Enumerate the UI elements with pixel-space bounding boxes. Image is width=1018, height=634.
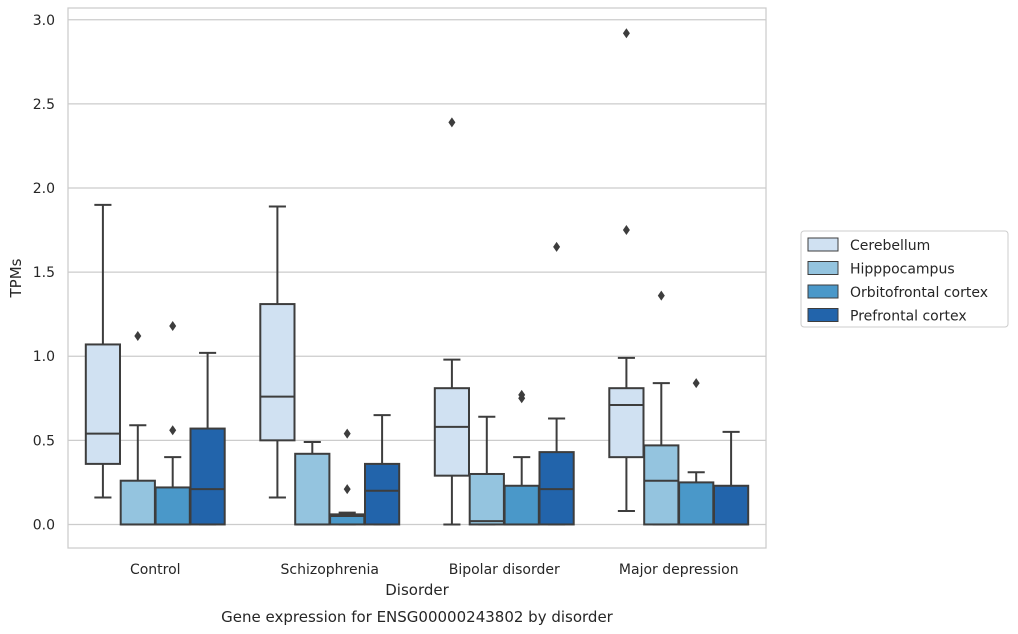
box-cerebellum — [433, 117, 471, 526]
box-body — [189, 427, 226, 526]
box-body — [433, 387, 471, 477]
box-cerebellum — [84, 203, 122, 499]
outlier-point — [518, 389, 526, 400]
box-orbitofrontal-cortex — [678, 378, 715, 526]
outlier-point — [622, 28, 630, 39]
y-tick-label: 1.0 — [33, 349, 55, 365]
outlier-point — [692, 378, 700, 389]
box-prefrontal-cortex — [538, 241, 575, 526]
box-body — [608, 387, 645, 459]
box-cerebellum — [259, 205, 296, 499]
outlier-point — [169, 425, 177, 436]
box-body — [643, 444, 680, 526]
chart-title: Gene expression for ENSG00000243802 by d… — [221, 608, 614, 626]
box-prefrontal-cortex — [712, 430, 750, 526]
box-body — [259, 303, 296, 442]
box-body — [468, 472, 505, 526]
box-prefrontal-cortex — [363, 414, 401, 526]
legend-label: Orbitofrontal cortex — [850, 285, 988, 301]
y-tick-label: 0.0 — [33, 517, 55, 533]
legend-label: Hipppocampus — [850, 262, 955, 278]
outlier-point — [657, 290, 665, 301]
box-body — [363, 462, 401, 526]
box-body — [294, 452, 331, 526]
legend-swatch — [807, 261, 839, 275]
y-tick-label: 2.0 — [33, 181, 55, 197]
x-tick-label: Control — [130, 562, 181, 578]
box-hipppocampus — [294, 441, 331, 526]
box-prefrontal-cortex — [189, 351, 226, 526]
outlier-point — [169, 320, 177, 331]
legend-swatch — [807, 308, 839, 322]
outlier-point — [553, 241, 561, 252]
box-body — [503, 484, 540, 526]
x-tick-labels: Control Schizophrenia Bipolar disorder Majo… — [130, 562, 739, 578]
legend-label: Cerebellum — [850, 238, 930, 254]
box-orbitofrontal-cortex — [503, 389, 540, 526]
box-hipppocampus — [119, 331, 156, 526]
legend: Cerebellum Hipppocampus Orbitofrontal cort… — [800, 230, 1009, 328]
outlier-point — [134, 331, 142, 342]
y-tick-label: 1.5 — [33, 265, 55, 281]
y-tick-labels: 0.0 0.5 1.0 1.5 2.0 2.5 3.0 — [33, 13, 55, 534]
box-cerebellum — [608, 28, 645, 512]
outlier-point — [448, 117, 456, 128]
x-tick-label: Schizophrenia — [281, 562, 379, 578]
legend-swatch — [807, 237, 839, 252]
plot-frame — [67, 7, 767, 549]
legend-swatch — [807, 284, 839, 299]
y-axis-label: TPMs — [7, 258, 25, 298]
y-tick-label: 2.5 — [33, 97, 55, 113]
legend-label: Prefrontal cortex — [850, 309, 967, 325]
legend-frame — [800, 230, 1009, 328]
y-tick-label: 0.5 — [33, 433, 55, 449]
box-body — [712, 484, 750, 526]
box-body — [84, 343, 122, 465]
box-series-group — [84, 28, 750, 526]
box-body — [154, 486, 191, 526]
box-body — [119, 479, 156, 526]
x-axis-label: Disorder — [385, 581, 449, 599]
x-tick-label: Major depression — [619, 562, 739, 578]
outlier-point — [622, 225, 630, 236]
box-hipppocampus — [643, 290, 680, 526]
box-body — [678, 481, 715, 526]
x-tick-label: Bipolar disorder — [449, 562, 560, 578]
y-tick-label: 3.0 — [33, 13, 55, 29]
outlier-point — [343, 428, 351, 439]
outlier-point — [343, 484, 351, 495]
box-orbitofrontal-cortex — [329, 428, 366, 526]
